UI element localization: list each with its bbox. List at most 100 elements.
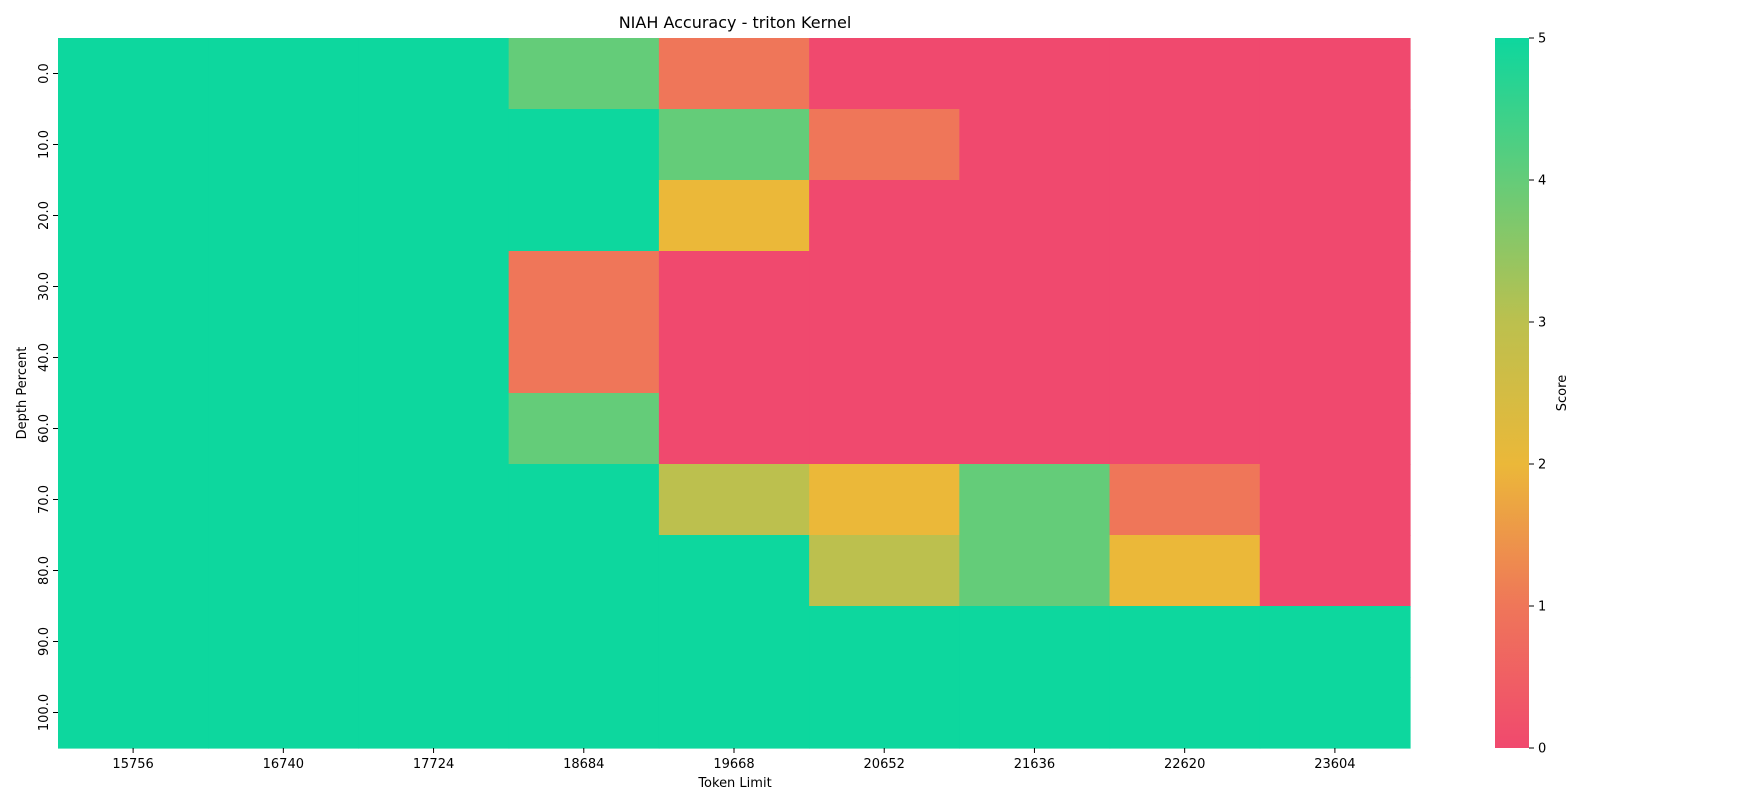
heatmap-cell: [1110, 535, 1261, 607]
heatmap-cell: [659, 393, 810, 465]
heatmap-cell: [509, 535, 660, 607]
colorbar-tick-label: 2: [1538, 458, 1546, 473]
heatmap-cell: [208, 38, 359, 110]
heatmap-cell: [1110, 464, 1261, 536]
colorbar-ticks: 0 1 2 3 4 5: [1529, 32, 1546, 757]
x-axis-ticks: 15756 16740 17724 18684 19668 20652 21636 22620…: [112, 748, 1355, 772]
heatmap-cell: [358, 322, 509, 394]
heatmap-cells: [58, 38, 1411, 749]
heatmap-cell: [659, 251, 810, 323]
heatmap-cell: [208, 393, 359, 465]
heatmap-cell: [809, 606, 960, 678]
colorbar-tick-label: 4: [1538, 174, 1546, 189]
heatmap-cell: [1260, 109, 1411, 181]
colorbar-tick-label: 5: [1538, 32, 1546, 47]
heatmap-cell: [208, 606, 359, 678]
heatmap-cell: [959, 38, 1110, 110]
heatmap-cell: [809, 677, 960, 749]
heatmap-cell: [208, 535, 359, 607]
colorbar-tick-label: 3: [1538, 316, 1546, 331]
heatmap-cell: [659, 322, 810, 394]
x-tick-label: 20652: [864, 757, 905, 772]
heatmap-cell: [58, 606, 209, 678]
y-tick-label: 0.0: [37, 63, 52, 84]
heatmap-cell: [208, 251, 359, 323]
x-tick-label: 22620: [1164, 757, 1205, 772]
y-tick-label: 90.0: [37, 627, 52, 656]
heatmap-cell: [208, 677, 359, 749]
y-tick-label: 30.0: [37, 272, 52, 301]
x-axis-label: Token Limit: [697, 776, 771, 791]
y-axis-ticks: 0.0 10.0 20.0 30.0 40.0 60.0 70.0 80.0 90.0 100.0: [37, 63, 58, 731]
heatmap-cell: [509, 251, 660, 323]
heatmap-cell: [809, 109, 960, 181]
heatmap-cell: [358, 677, 509, 749]
heatmap-cell: [1110, 606, 1261, 678]
heatmap-cell: [809, 180, 960, 252]
heatmap-cell: [959, 109, 1110, 181]
heatmap-cell: [58, 180, 209, 252]
heatmap-cell: [959, 180, 1110, 252]
x-tick-label: 16740: [263, 757, 304, 772]
heatmap-cell: [208, 180, 359, 252]
heatmap-cell: [509, 38, 660, 110]
heatmap-cell: [809, 322, 960, 394]
heatmap-cell: [809, 464, 960, 536]
heatmap-cell: [959, 393, 1110, 465]
heatmap-cell: [1260, 606, 1411, 678]
heatmap-cell: [809, 38, 960, 110]
x-tick-label: 18684: [563, 757, 604, 772]
heatmap-cell: [1110, 38, 1261, 110]
colorbar-tick-label: 1: [1538, 600, 1546, 615]
heatmap-cell: [659, 464, 810, 536]
heatmap-cell: [809, 535, 960, 607]
heatmap-cell: [959, 677, 1110, 749]
heatmap-cell: [959, 535, 1110, 607]
heatmap-cell: [358, 180, 509, 252]
heatmap-cell: [1260, 393, 1411, 465]
heatmap-cell: [1110, 109, 1261, 181]
chart-title: NIAH Accuracy - triton Kernel: [619, 13, 852, 32]
heatmap-cell: [659, 606, 810, 678]
x-tick-label: 17724: [413, 757, 454, 772]
heatmap-cell: [659, 535, 810, 607]
heatmap-cell: [58, 251, 209, 323]
heatmap-cell: [509, 109, 660, 181]
colorbar-label: Score: [1555, 375, 1570, 411]
heatmap-cell: [58, 109, 209, 181]
heatmap-cell: [358, 38, 509, 110]
heatmap-cell: [208, 464, 359, 536]
heatmap-cell: [358, 109, 509, 181]
heatmap-cell: [1260, 464, 1411, 536]
x-tick-label: 19668: [713, 757, 754, 772]
heatmap-cell: [1110, 322, 1261, 394]
heatmap-cell: [509, 322, 660, 394]
heatmap-cell: [1260, 38, 1411, 110]
heatmap-cell: [1110, 180, 1261, 252]
heatmap-cell: [1110, 677, 1261, 749]
heatmap-cell: [58, 464, 209, 536]
heatmap-cell: [509, 393, 660, 465]
heatmap-cell: [58, 322, 209, 394]
y-tick-label: 80.0: [37, 556, 52, 585]
heatmap-cell: [1260, 251, 1411, 323]
y-tick-label: 10.0: [37, 130, 52, 159]
heatmap-cell: [959, 251, 1110, 323]
heatmap-cell: [208, 322, 359, 394]
colorbar-tick-label: 0: [1538, 742, 1546, 757]
heatmap-cell: [1110, 393, 1261, 465]
y-tick-label: 20.0: [37, 201, 52, 230]
heatmap-cell: [1260, 677, 1411, 749]
heatmap-cell: [1260, 180, 1411, 252]
heatmap-cell: [208, 109, 359, 181]
heatmap-cell: [509, 677, 660, 749]
heatmap-cell: [959, 322, 1110, 394]
heatmap-cell: [358, 606, 509, 678]
colorbar: [1495, 38, 1529, 748]
y-axis-label: Depth Percent: [15, 347, 30, 440]
heatmap-cell: [58, 535, 209, 607]
heatmap-cell: [509, 606, 660, 678]
x-tick-label: 15756: [112, 757, 153, 772]
heatmap-cell: [809, 251, 960, 323]
